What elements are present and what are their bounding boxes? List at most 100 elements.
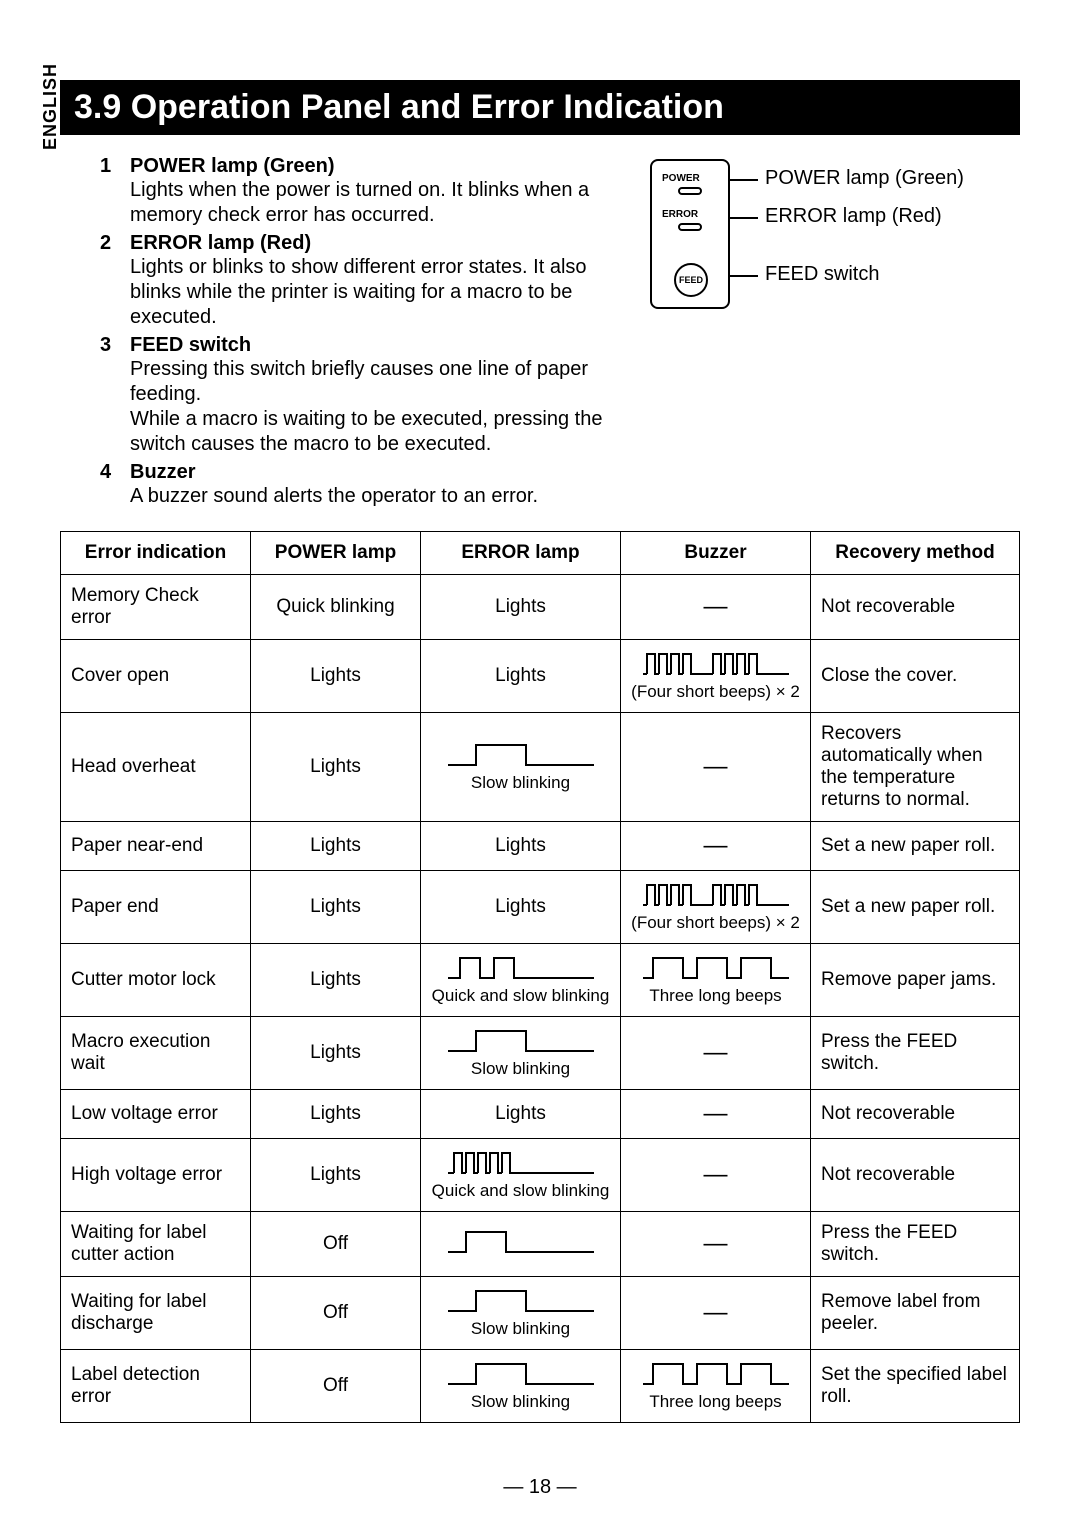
callout-power: POWER lamp (Green) bbox=[765, 167, 964, 190]
list-number: 3 bbox=[100, 334, 111, 357]
table-cell: Not recoverable bbox=[811, 1090, 1020, 1139]
table-cell: — bbox=[621, 822, 811, 871]
table-cell: Close the cover. bbox=[811, 640, 1020, 713]
table-header-cell: Buzzer bbox=[621, 532, 811, 575]
table-cell: Lights bbox=[251, 713, 421, 822]
table-cell: Quick blinking bbox=[251, 575, 421, 640]
language-label: ENGLISH bbox=[40, 63, 61, 150]
table-row: Label detection errorOffSlow blinkingThr… bbox=[61, 1350, 1020, 1423]
table-row: Cover openLightsLights(Four short beeps)… bbox=[61, 640, 1020, 713]
section-title: 3.9 Operation Panel and Error Indication bbox=[60, 80, 1020, 135]
table-row: Memory Check errorQuick blinkingLights—N… bbox=[61, 575, 1020, 640]
list-number: 4 bbox=[100, 461, 111, 484]
table-cell: Not recoverable bbox=[811, 575, 1020, 640]
list-item: 1POWER lamp (Green)Lights when the power… bbox=[130, 155, 620, 228]
list-body: Lights or blinks to show different error… bbox=[130, 255, 620, 330]
table-cell: Quick and slow blinking bbox=[421, 1139, 621, 1212]
table-header-cell: Recovery method bbox=[811, 532, 1020, 575]
list-body: A buzzer sound alerts the operator to an… bbox=[130, 484, 620, 509]
list-item: 4BuzzerA buzzer sound alerts the operato… bbox=[130, 461, 620, 509]
table-row: Head overheatLightsSlow blinking—Recover… bbox=[61, 713, 1020, 822]
table-row: Low voltage errorLightsLights—Not recove… bbox=[61, 1090, 1020, 1139]
list-heading: ERROR lamp (Red) bbox=[130, 232, 620, 255]
panel-error-label: ERROR bbox=[662, 209, 698, 220]
panel-power-label: POWER bbox=[662, 173, 700, 184]
table-cell bbox=[421, 1212, 621, 1277]
table-cell: Not recoverable bbox=[811, 1139, 1020, 1212]
table-cell: Set a new paper roll. bbox=[811, 871, 1020, 944]
error-table: Error indicationPOWER lampERROR lampBuzz… bbox=[60, 531, 1020, 1423]
table-cell: Lights bbox=[421, 1090, 621, 1139]
table-cell: Head overheat bbox=[61, 713, 251, 822]
table-cell: Lights bbox=[251, 1139, 421, 1212]
table-cell: Off bbox=[251, 1277, 421, 1350]
table-cell: High voltage error bbox=[61, 1139, 251, 1212]
table-cell: Slow blinking bbox=[421, 1350, 621, 1423]
list-number: 1 bbox=[100, 155, 111, 178]
table-header-cell: ERROR lamp bbox=[421, 532, 621, 575]
list-heading: POWER lamp (Green) bbox=[130, 155, 620, 178]
table-cell: Memory Check error bbox=[61, 575, 251, 640]
table-cell: Lights bbox=[251, 822, 421, 871]
table-row: Macro execution waitLightsSlow blinking—… bbox=[61, 1017, 1020, 1090]
table-row: Waiting for label cutter actionOff—Press… bbox=[61, 1212, 1020, 1277]
list-item: 3FEED switchPressing this switch briefly… bbox=[130, 334, 620, 457]
content-columns: 1POWER lamp (Green)Lights when the power… bbox=[60, 155, 1020, 513]
table-cell: (Four short beeps) × 2 bbox=[621, 640, 811, 713]
table-row: Waiting for label dischargeOffSlow blink… bbox=[61, 1277, 1020, 1350]
callout-line bbox=[728, 275, 758, 277]
numbered-list: 1 POWER lamp (Green)Lights when the power… bbox=[60, 155, 620, 513]
table-row: Paper near-endLightsLights—Set a new pap… bbox=[61, 822, 1020, 871]
table-row: Cutter motor lockLightsQuick and slow bl… bbox=[61, 944, 1020, 1017]
table-header-cell: Error indication bbox=[61, 532, 251, 575]
table-cell: Slow blinking bbox=[421, 713, 621, 822]
table-cell: (Four short beeps) × 2 bbox=[621, 871, 811, 944]
table-cell: Set the specified label roll. bbox=[811, 1350, 1020, 1423]
table-cell: Lights bbox=[251, 944, 421, 1017]
table-cell: — bbox=[621, 1212, 811, 1277]
page-number: — 18 — bbox=[0, 1476, 1080, 1499]
table-cell: Slow blinking bbox=[421, 1017, 621, 1090]
table-cell: Three long beeps bbox=[621, 1350, 811, 1423]
list-item: 2ERROR lamp (Red)Lights or blinks to sho… bbox=[130, 232, 620, 330]
table-cell: Cutter motor lock bbox=[61, 944, 251, 1017]
table-cell: Low voltage error bbox=[61, 1090, 251, 1139]
table-header-cell: POWER lamp bbox=[251, 532, 421, 575]
callout-error: ERROR lamp (Red) bbox=[765, 205, 942, 228]
table-cell: Off bbox=[251, 1350, 421, 1423]
table-cell: Press the FEED switch. bbox=[811, 1212, 1020, 1277]
list-heading: Buzzer bbox=[130, 461, 620, 484]
table-cell: Lights bbox=[421, 822, 621, 871]
error-lamp-icon bbox=[678, 223, 702, 231]
table-cell: Lights bbox=[421, 575, 621, 640]
table-cell: Set a new paper roll. bbox=[811, 822, 1020, 871]
list-number: 2 bbox=[100, 232, 111, 255]
table-cell: Quick and slow blinking bbox=[421, 944, 621, 1017]
table-cell: — bbox=[621, 1139, 811, 1212]
table-row: Paper endLightsLights(Four short beeps) … bbox=[61, 871, 1020, 944]
panel-diagram: POWER ERROR FEED POWER lamp (Green) ERRO… bbox=[650, 155, 1020, 513]
table-cell: — bbox=[621, 713, 811, 822]
table-cell: Press the FEED switch. bbox=[811, 1017, 1020, 1090]
panel-box: POWER ERROR FEED bbox=[650, 159, 730, 309]
list-body: Lights when the power is turned on. It b… bbox=[130, 178, 620, 228]
table-cell: Label detection error bbox=[61, 1350, 251, 1423]
table-cell: Cover open bbox=[61, 640, 251, 713]
table-cell: Lights bbox=[251, 1017, 421, 1090]
table-cell: — bbox=[621, 1277, 811, 1350]
table-cell: Lights bbox=[421, 640, 621, 713]
table-cell: — bbox=[621, 1090, 811, 1139]
table-cell: Lights bbox=[421, 871, 621, 944]
table-cell: Recovers automatically when the temperat… bbox=[811, 713, 1020, 822]
table-cell: Waiting for label discharge bbox=[61, 1277, 251, 1350]
table-cell: Lights bbox=[251, 871, 421, 944]
power-lamp-icon bbox=[678, 187, 702, 195]
table-cell: Lights bbox=[251, 1090, 421, 1139]
callout-line bbox=[728, 179, 758, 181]
table-cell: Off bbox=[251, 1212, 421, 1277]
table-cell: Paper end bbox=[61, 871, 251, 944]
table-cell: Remove paper jams. bbox=[811, 944, 1020, 1017]
callout-line bbox=[728, 217, 758, 219]
table-cell: Lights bbox=[251, 640, 421, 713]
list-heading: FEED switch bbox=[130, 334, 620, 357]
